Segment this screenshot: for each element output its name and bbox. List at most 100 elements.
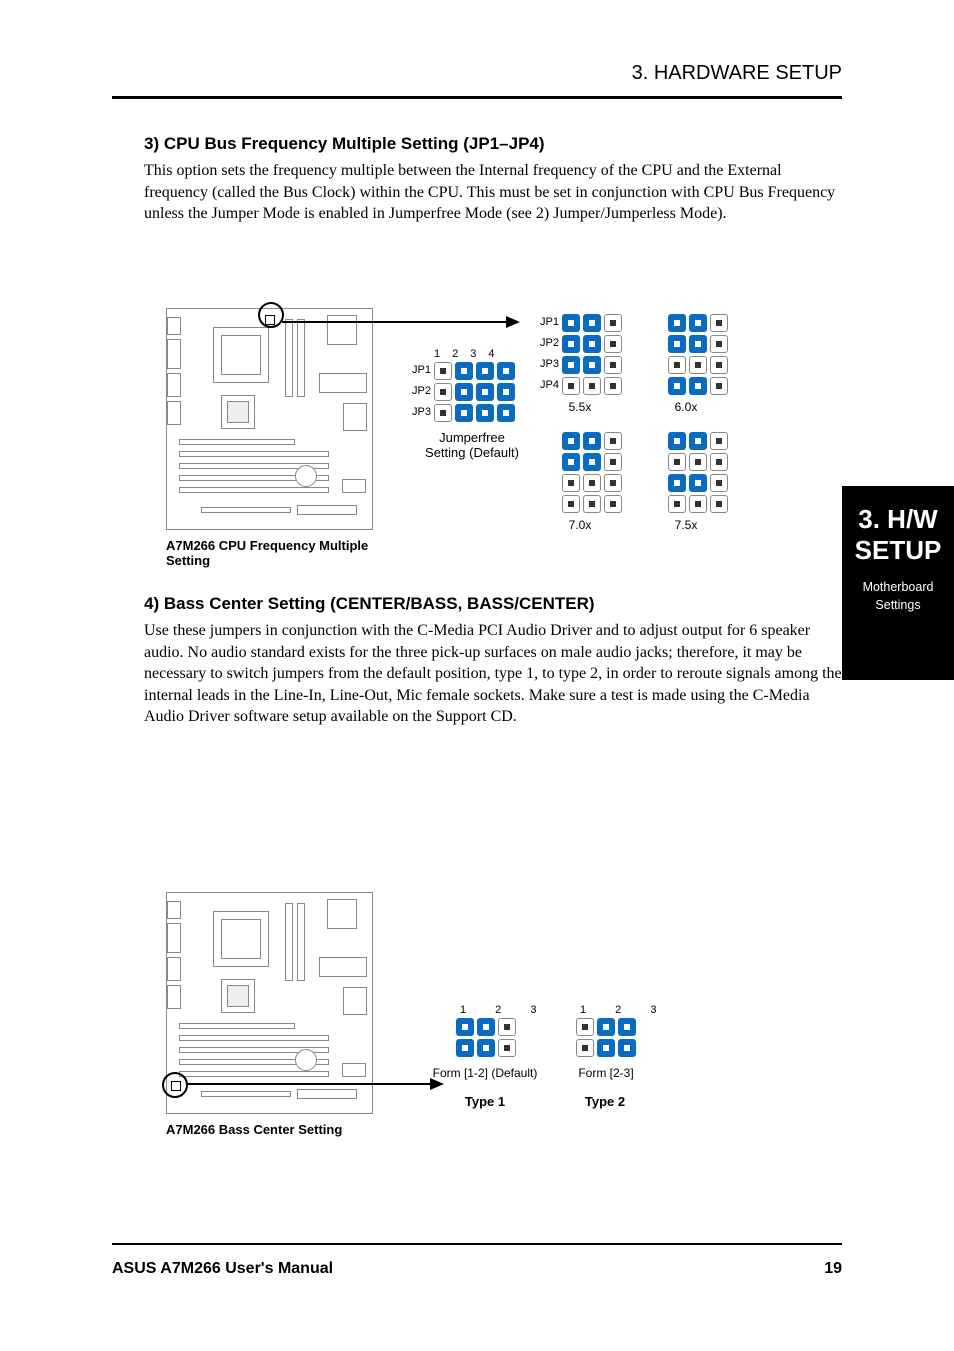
pin-filled [476, 362, 494, 380]
pin-open [689, 356, 707, 374]
pin-filled [668, 335, 686, 353]
jf-caption: Jumperfree Setting (Default) [412, 430, 532, 460]
pin-open [562, 377, 580, 395]
pin-open [710, 453, 728, 471]
side-tab-num: 3. H/W SETUP [842, 504, 954, 566]
jp-row-4b: JP4 [540, 379, 559, 391]
pin-open [583, 474, 601, 492]
motherboard-diagram-1 [166, 308, 373, 530]
pin-open [668, 453, 686, 471]
pin-open [576, 1018, 594, 1036]
side-tab-line1: Motherboard [842, 580, 954, 594]
pin-filled [562, 335, 580, 353]
pin-open [562, 474, 580, 492]
footer-left: ASUS A7M266 User's Manual [112, 1260, 333, 1278]
pin-open [710, 377, 728, 395]
pin-open [604, 314, 622, 332]
pin-filled [597, 1018, 615, 1036]
pin-filled [562, 356, 580, 374]
bass-type1-cap: Type 1 [440, 1094, 530, 1109]
pin-filled [583, 335, 601, 353]
pin-open [434, 404, 452, 422]
pin-open [604, 377, 622, 395]
pin-filled [597, 1039, 615, 1057]
pin-filled [562, 432, 580, 450]
section4-body: Use these jumpers in conjunction with th… [144, 620, 842, 728]
grid-bass-type2 [576, 1018, 636, 1057]
pin-open [689, 495, 707, 513]
page-number: 19 [824, 1260, 842, 1278]
pin-open [604, 335, 622, 353]
callout-circle-1 [258, 302, 284, 328]
grid-jumperfree [434, 362, 515, 422]
pin-open [604, 453, 622, 471]
pin-open [604, 432, 622, 450]
pin-open [434, 383, 452, 401]
pin-filled [497, 404, 515, 422]
cap-70: 7.0x [540, 518, 620, 532]
pin-open [710, 432, 728, 450]
pin-open [604, 474, 622, 492]
pin-open [710, 314, 728, 332]
pin-open [710, 335, 728, 353]
arrow-2 [186, 1076, 446, 1092]
bass-type2-form: Form [2-3] [556, 1066, 656, 1080]
jp-row-2b: JP2 [540, 337, 559, 349]
pin-filled [689, 432, 707, 450]
jp-row-2a: JP2 [412, 385, 431, 397]
bass-type1-form: Form [1-2] (Default) [430, 1066, 540, 1080]
pin-filled [477, 1018, 495, 1036]
pin-open [710, 495, 728, 513]
pin-filled [562, 453, 580, 471]
grid-7-5x [668, 432, 728, 513]
pin-filled [583, 356, 601, 374]
header-title: 3. HARDWARE SETUP [632, 62, 842, 85]
cap-55: 5.5x [540, 400, 620, 414]
pin-open [498, 1039, 516, 1057]
side-tab-line2: Settings [842, 598, 954, 612]
arrow-1 [282, 314, 522, 330]
jp-row-1b: JP1 [540, 316, 559, 328]
pin-filled [668, 474, 686, 492]
pin-filled [689, 474, 707, 492]
pin-filled [689, 377, 707, 395]
grid-7-0x [562, 432, 622, 513]
pin-open [434, 362, 452, 380]
bass-pin-labels-1: 1 2 3 [460, 1004, 549, 1016]
pin-open [604, 356, 622, 374]
callout-circle-2 [162, 1072, 188, 1098]
pin-filled [456, 1018, 474, 1036]
section4-title: 4) Bass Center Setting (CENTER/BASS, BAS… [144, 594, 595, 614]
pin-filled [689, 314, 707, 332]
pin-filled [618, 1018, 636, 1036]
section3-body: This option sets the frequency multiple … [144, 160, 842, 225]
bass-pin-labels-2: 1 2 3 [580, 1004, 669, 1016]
pin-open [562, 495, 580, 513]
pin-open [668, 495, 686, 513]
cap-75: 7.5x [646, 518, 726, 532]
mb1-caption: A7M266 CPU Frequency Multiple Setting [166, 538, 376, 568]
pin-open [583, 377, 601, 395]
pin-open [498, 1018, 516, 1036]
jp-row-3b: JP3 [540, 358, 559, 370]
pin-filled [477, 1039, 495, 1057]
grid-6-0x [668, 314, 728, 395]
section3-title: 3) CPU Bus Frequency Multiple Setting (J… [144, 134, 545, 154]
pin-filled [668, 314, 686, 332]
pin-open [583, 495, 601, 513]
grid-bass-type1 [456, 1018, 516, 1057]
pin-filled [455, 362, 473, 380]
pin-filled [497, 362, 515, 380]
pin-filled [583, 453, 601, 471]
pin-filled [562, 314, 580, 332]
pin-open [576, 1039, 594, 1057]
pin-filled [476, 404, 494, 422]
jf-top-pins: 1234 [434, 348, 506, 360]
jp-row-1a: JP1 [412, 364, 431, 376]
pin-filled [497, 383, 515, 401]
pin-filled [456, 1039, 474, 1057]
grid-5-5x [562, 314, 622, 395]
rule-top [112, 96, 842, 99]
bass-type2-cap: Type 2 [560, 1094, 650, 1109]
pin-open [689, 453, 707, 471]
